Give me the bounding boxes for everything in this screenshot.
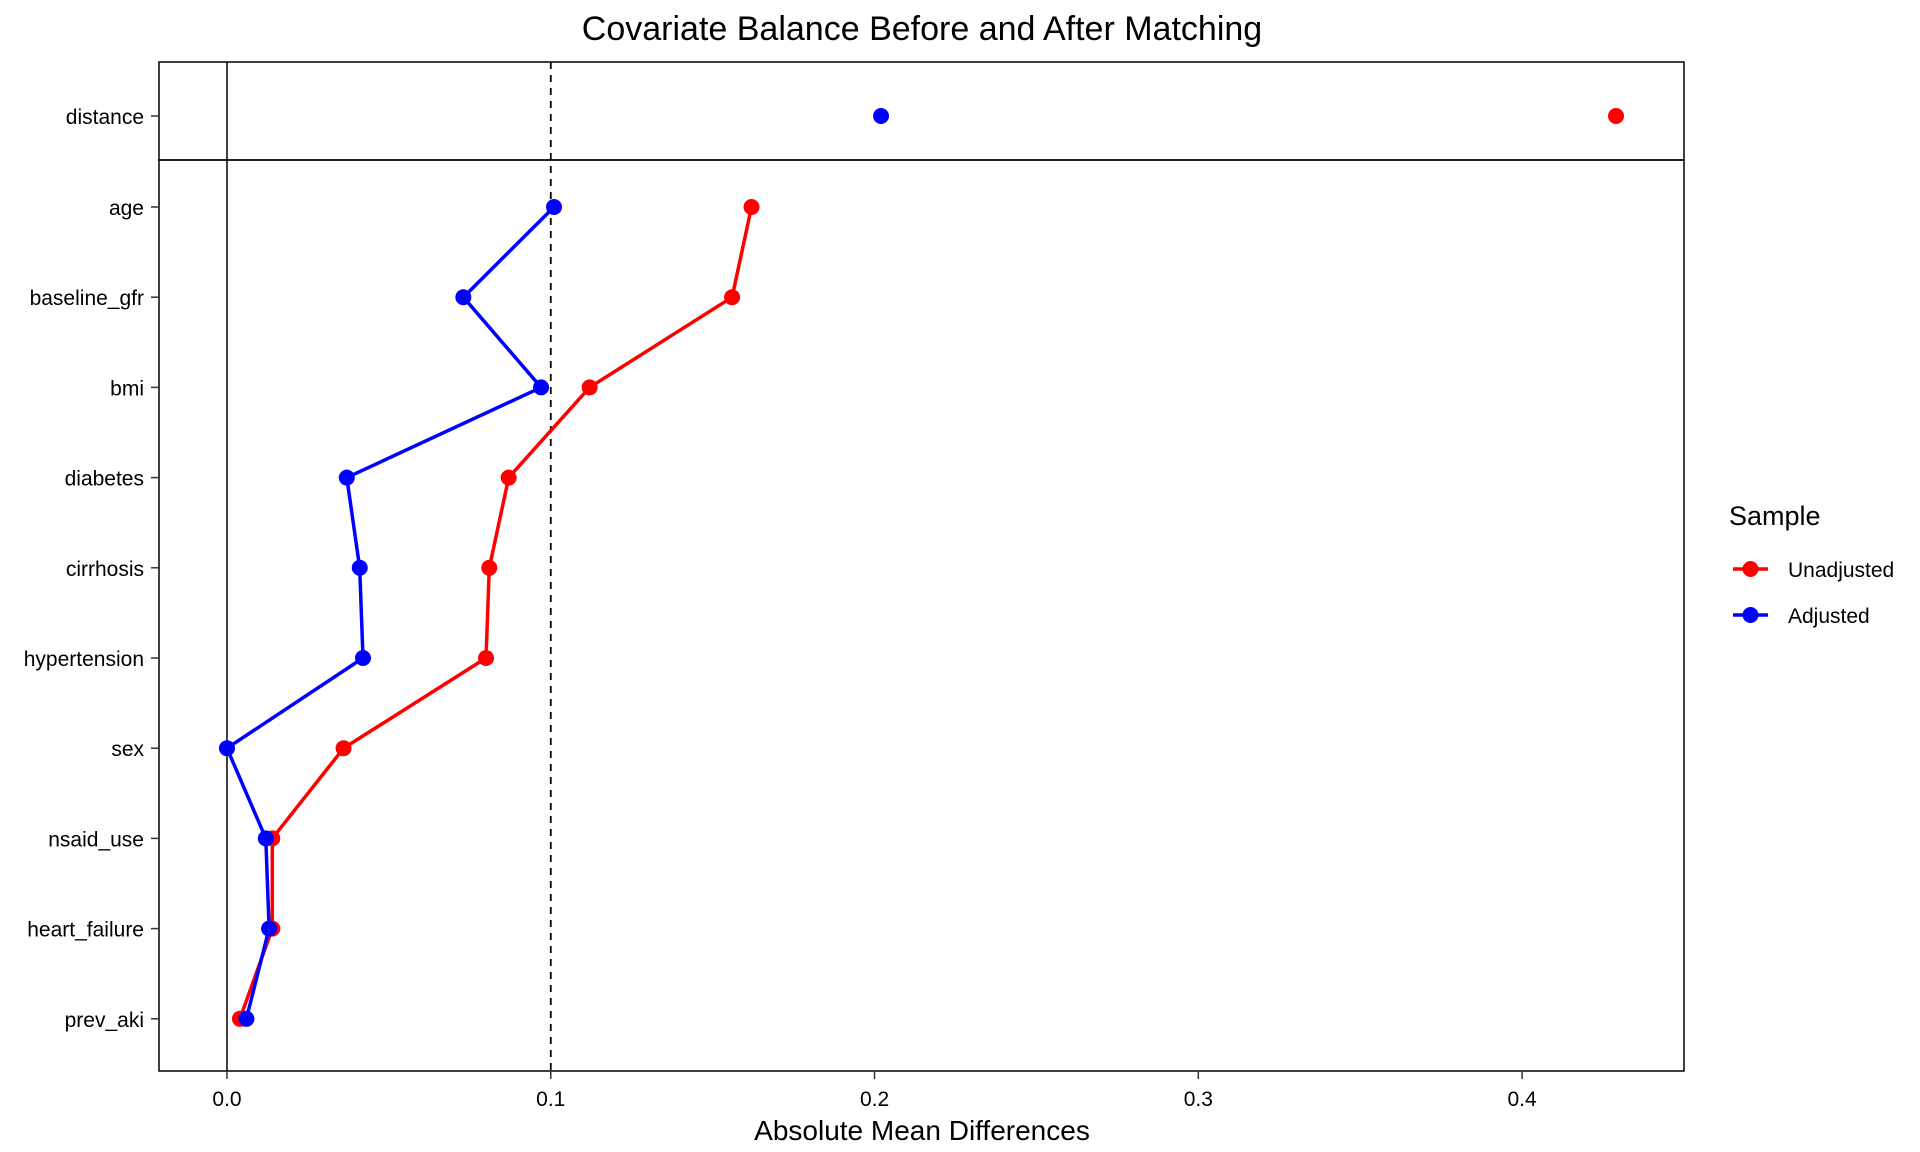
legend-marker-unadjusted (1742, 561, 1759, 577)
chart-title: Covariate Balance Before and After Match… (582, 10, 1262, 48)
point-unadjusted-bmi (581, 379, 598, 396)
point-adjusted-hypertension (354, 650, 371, 666)
point-unadjusted-hypertension (478, 650, 495, 666)
y-tick-label-heart-failure: heart_failure (27, 919, 144, 942)
point-adjusted-baseline-gfr (455, 289, 472, 306)
point-adjusted-prev-aki (238, 1010, 255, 1027)
point-adjusted-cirrhosis (351, 559, 368, 576)
point-unadjusted-sex (335, 740, 352, 757)
legend-marker-adjusted (1742, 607, 1759, 623)
y-tick-label-prev-aki: prev_aki (65, 1009, 144, 1032)
y-tick-label-baseline-gfr: baseline_gfr (30, 287, 144, 310)
point-unadjusted-age (743, 199, 760, 215)
plot-area: 0.0 0.1 0.2 0.3 0.4 distance age baseline_gfrbm… (24, 61, 1685, 1111)
y-tick-label-age: age (109, 197, 144, 220)
point-adjusted-heart-failure (261, 920, 278, 937)
x-tick-label-0-4: 0.4 (1508, 1088, 1538, 1111)
y-tick-label-sex: sex (111, 738, 144, 761)
point-unadjusted-diabetes (500, 469, 517, 486)
legend-title: Sample (1729, 501, 1821, 531)
point-adjusted-distance (873, 108, 890, 124)
main-panel-border (158, 159, 1685, 1072)
point-adjusted-sex (218, 740, 235, 757)
x-tick-label-0-0: 0.0 (212, 1088, 241, 1111)
point-unadjusted-cirrhosis (481, 559, 498, 576)
y-tick-label-nsaid-use: nsaid_use (48, 828, 144, 851)
y-tick-label-diabetes: diabetes (65, 468, 144, 491)
x-tick-label-0-1: 0.1 (536, 1088, 565, 1111)
y-tick-label-hypertension: hypertension (24, 648, 144, 671)
series-line-unadjusted (238, 206, 754, 1020)
point-adjusted-age (546, 199, 563, 215)
legend: Sample Unadjusted Adjusted (1729, 501, 1894, 628)
point-unadjusted-distance (1608, 108, 1625, 124)
y-tick-label-distance: distance (66, 106, 144, 129)
series-line-adjusted (225, 205, 556, 1020)
y-tick-label-cirrhosis: cirrhosis (66, 558, 144, 581)
x-tick-label-0-3: 0.3 (1184, 1088, 1213, 1111)
point-adjusted-diabetes (338, 469, 355, 486)
point-adjusted-nsaid-use (257, 830, 274, 847)
legend-label-unadjusted: Unadjusted (1788, 559, 1894, 582)
point-adjusted-bmi (533, 379, 550, 396)
point-unadjusted-baseline-gfr (724, 289, 741, 306)
x-tick-label-0-2: 0.2 (860, 1088, 889, 1111)
y-tick-label-bmi: bmi (110, 377, 144, 400)
legend-label-adjusted: Adjusted (1788, 605, 1870, 628)
top-panel-border (158, 61, 1685, 161)
x-axis-title: Absolute Mean Differences (754, 1115, 1090, 1146)
